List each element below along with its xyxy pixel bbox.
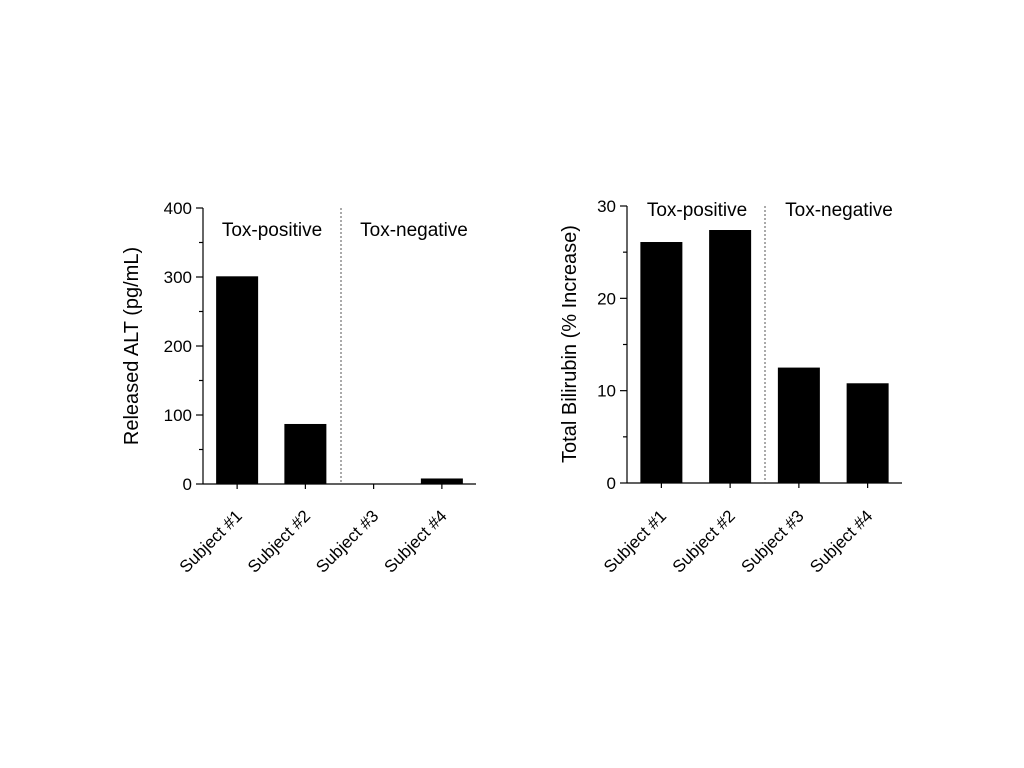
bar: [216, 276, 259, 484]
x-tick-label: Subject #1: [600, 506, 670, 576]
y-tick-label: 30: [597, 197, 616, 216]
y-axis-title: Released ALT (pg/mL): [121, 247, 143, 445]
group-label-tox-negative: Tox-negative: [360, 220, 468, 241]
x-tick-label: Subject #3: [737, 506, 807, 576]
bar: [709, 230, 752, 483]
x-tick-label: Subject #3: [312, 506, 382, 576]
bar: [420, 478, 463, 484]
chart-released-alt: Released ALT (pg/mL) Tox-positive Tox-ne…: [121, 199, 476, 577]
group-label-tox-positive: Tox-positive: [222, 220, 322, 241]
x-tick-label: Subject #4: [806, 506, 876, 576]
x-tick-label: Subject #1: [176, 506, 246, 576]
y-tick-label: 200: [164, 337, 192, 356]
y-tick-label: 100: [164, 406, 192, 425]
y-tick-label: 10: [597, 382, 616, 401]
y-tick-label: 20: [597, 289, 616, 308]
group-label-tox-negative: Tox-negative: [785, 200, 893, 221]
y-tick-label: 0: [607, 474, 616, 493]
bar: [846, 383, 889, 483]
bar: [777, 367, 820, 483]
x-tick-label: Subject #2: [669, 506, 739, 576]
y-tick-label: 300: [164, 268, 192, 287]
group-label-tox-positive: Tox-positive: [647, 200, 747, 221]
chart-total-bilirubin: Total Bilirubin (% Increase) Tox-positiv…: [559, 197, 902, 577]
y-tick-label: 400: [164, 199, 192, 218]
bar: [284, 423, 327, 484]
x-tick-label: Subject #4: [380, 506, 450, 576]
x-tick-label: Subject #2: [244, 506, 314, 576]
y-tick-label: 0: [183, 475, 192, 494]
y-axis-title: Total Bilirubin (% Increase): [559, 225, 581, 463]
bar: [640, 242, 683, 483]
